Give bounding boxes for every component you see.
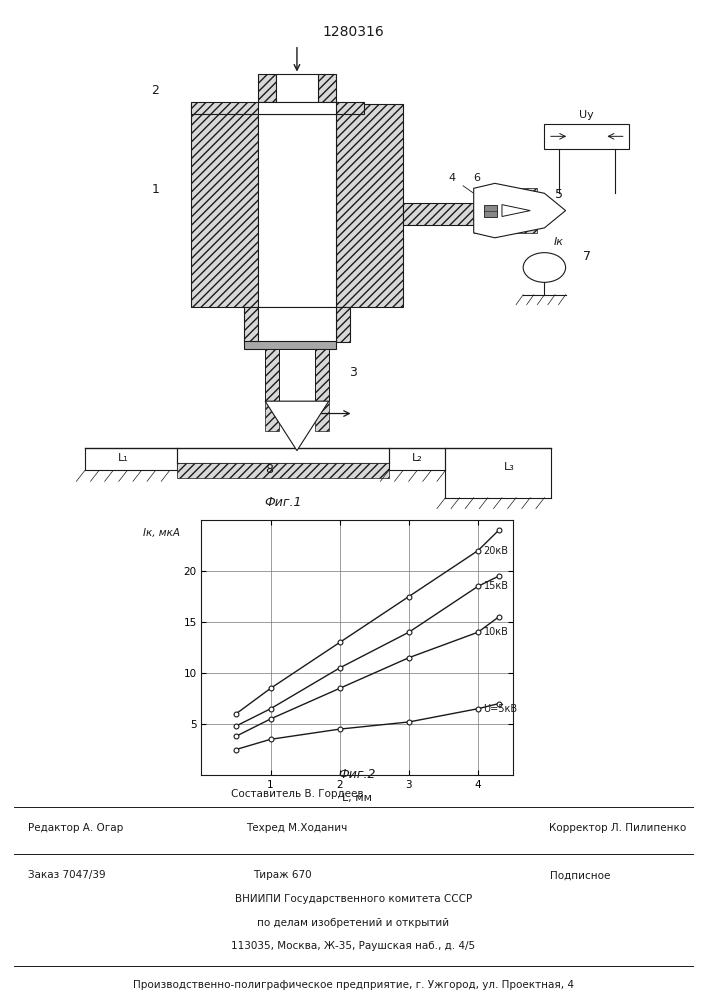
- Bar: [315, 349, 329, 401]
- Text: 20кВ: 20кВ: [484, 546, 508, 556]
- Text: по делам изобретений и открытий: по делам изобретений и открытий: [257, 918, 450, 928]
- Circle shape: [523, 253, 566, 282]
- Bar: [279, 349, 315, 401]
- Bar: [403, 203, 474, 225]
- Bar: [544, 124, 629, 149]
- Text: Редактор А. Огар: Редактор А. Огар: [28, 823, 124, 833]
- Text: Iк, мкА: Iк, мкА: [143, 528, 180, 538]
- Bar: [191, 102, 364, 114]
- Bar: [258, 307, 336, 342]
- Polygon shape: [265, 401, 329, 451]
- Bar: [258, 74, 276, 104]
- Text: Заказ 7047/39: Заказ 7047/39: [28, 870, 106, 880]
- Text: Подписное: Подписное: [549, 870, 610, 880]
- Bar: [318, 74, 336, 104]
- Bar: [336, 104, 403, 307]
- Text: L₃: L₃: [503, 462, 515, 472]
- Bar: [276, 74, 318, 104]
- Bar: [177, 463, 389, 478]
- Bar: [244, 307, 258, 342]
- Text: 1280316: 1280316: [322, 25, 385, 39]
- Bar: [315, 401, 329, 431]
- Text: 2: 2: [151, 84, 160, 97]
- Text: 113035, Москва, Ж-35, Раушская наб., д. 4/5: 113035, Москва, Ж-35, Раушская наб., д. …: [231, 941, 476, 951]
- Text: 10кВ: 10кВ: [484, 627, 508, 637]
- Text: 5: 5: [554, 188, 563, 201]
- Bar: [265, 401, 279, 431]
- Text: Фиг.1: Фиг.1: [264, 496, 302, 509]
- Bar: [258, 104, 336, 307]
- Bar: [336, 307, 350, 342]
- Text: Фиг.2: Фиг.2: [338, 768, 376, 781]
- Text: Техред М.Ходанич: Техред М.Ходанич: [246, 823, 348, 833]
- Text: Uу: Uу: [580, 110, 594, 120]
- Text: U=5кВ: U=5кВ: [484, 704, 518, 714]
- Bar: [474, 188, 537, 198]
- Bar: [244, 341, 336, 349]
- Text: Тираж 670: Тираж 670: [254, 870, 312, 880]
- Text: L₂: L₂: [411, 453, 423, 463]
- Bar: [258, 102, 336, 114]
- Bar: [474, 223, 537, 233]
- Polygon shape: [502, 205, 530, 217]
- Polygon shape: [474, 183, 566, 238]
- Text: 15кВ: 15кВ: [484, 581, 508, 591]
- Text: Производственно-полиграфическое предприятие, г. Ужгород, ул. Проектная, 4: Производственно-полиграфическое предприя…: [133, 980, 574, 990]
- Bar: [191, 104, 258, 307]
- X-axis label: L, мм: L, мм: [342, 793, 372, 803]
- Text: 8: 8: [264, 463, 273, 476]
- Text: L₁: L₁: [118, 453, 129, 463]
- Text: ВНИИПИ Государственного комитета СССР: ВНИИПИ Государственного комитета СССР: [235, 894, 472, 904]
- Bar: [265, 349, 279, 401]
- Bar: [484, 205, 497, 217]
- Text: 7: 7: [583, 250, 591, 263]
- Text: 3: 3: [349, 366, 358, 379]
- Text: Iк: Iк: [554, 237, 563, 247]
- Text: Составитель В. Гордеев: Составитель В. Гордеев: [230, 789, 363, 799]
- Text: 4: 4: [449, 173, 456, 183]
- Text: 1: 1: [151, 183, 160, 196]
- Text: 6: 6: [474, 173, 481, 183]
- Text: Корректор Л. Пилипенко: Корректор Л. Пилипенко: [549, 823, 686, 833]
